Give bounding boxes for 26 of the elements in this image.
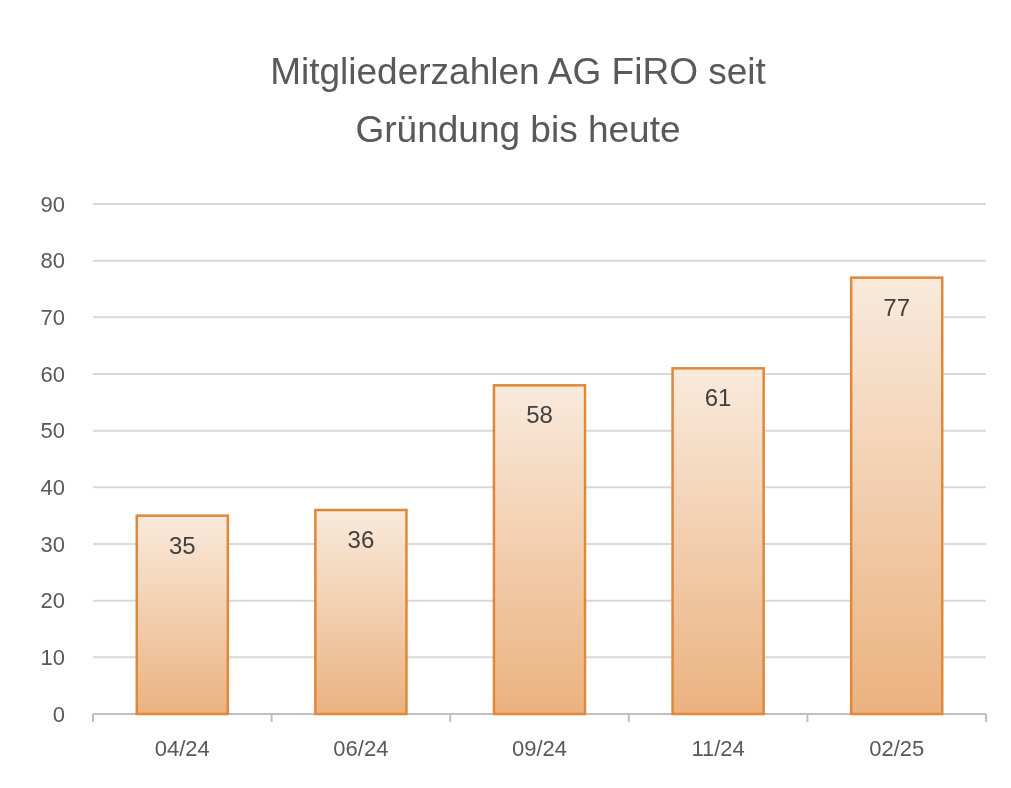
y-tick-label: 60	[40, 361, 65, 387]
bar	[314, 508, 408, 716]
y-tick-label: 20	[40, 588, 65, 614]
x-tick-label: 04/24	[154, 736, 210, 761]
y-tick-label: 50	[40, 418, 65, 444]
y-tick-label: 10	[40, 645, 65, 671]
data-label: 35	[168, 531, 196, 559]
y-tick-label: 30	[40, 531, 65, 557]
data-label: 58	[526, 401, 553, 429]
y-tick-label: 0	[52, 701, 65, 727]
x-tick-label: 02/25	[869, 736, 925, 761]
chart-title: Mitgliederzahlen AG FiRO seit Gründung bis heute	[270, 51, 767, 150]
bar	[492, 384, 587, 716]
x-tick-label: 09/24	[511, 736, 568, 761]
y-tick-label: 80	[40, 248, 65, 274]
y-tick-label: 70	[40, 305, 65, 331]
data-label: 77	[883, 293, 911, 321]
y-tick-label: 90	[40, 191, 65, 217]
y-tick-label: 40	[40, 475, 65, 501]
bar	[671, 367, 765, 716]
data-label: 61	[704, 384, 732, 412]
bar	[849, 276, 944, 716]
x-tick-label: 06/24	[333, 736, 389, 761]
x-tick-label: 11/24	[691, 736, 745, 761]
data-label: 36	[347, 526, 375, 553]
bar	[135, 514, 230, 716]
